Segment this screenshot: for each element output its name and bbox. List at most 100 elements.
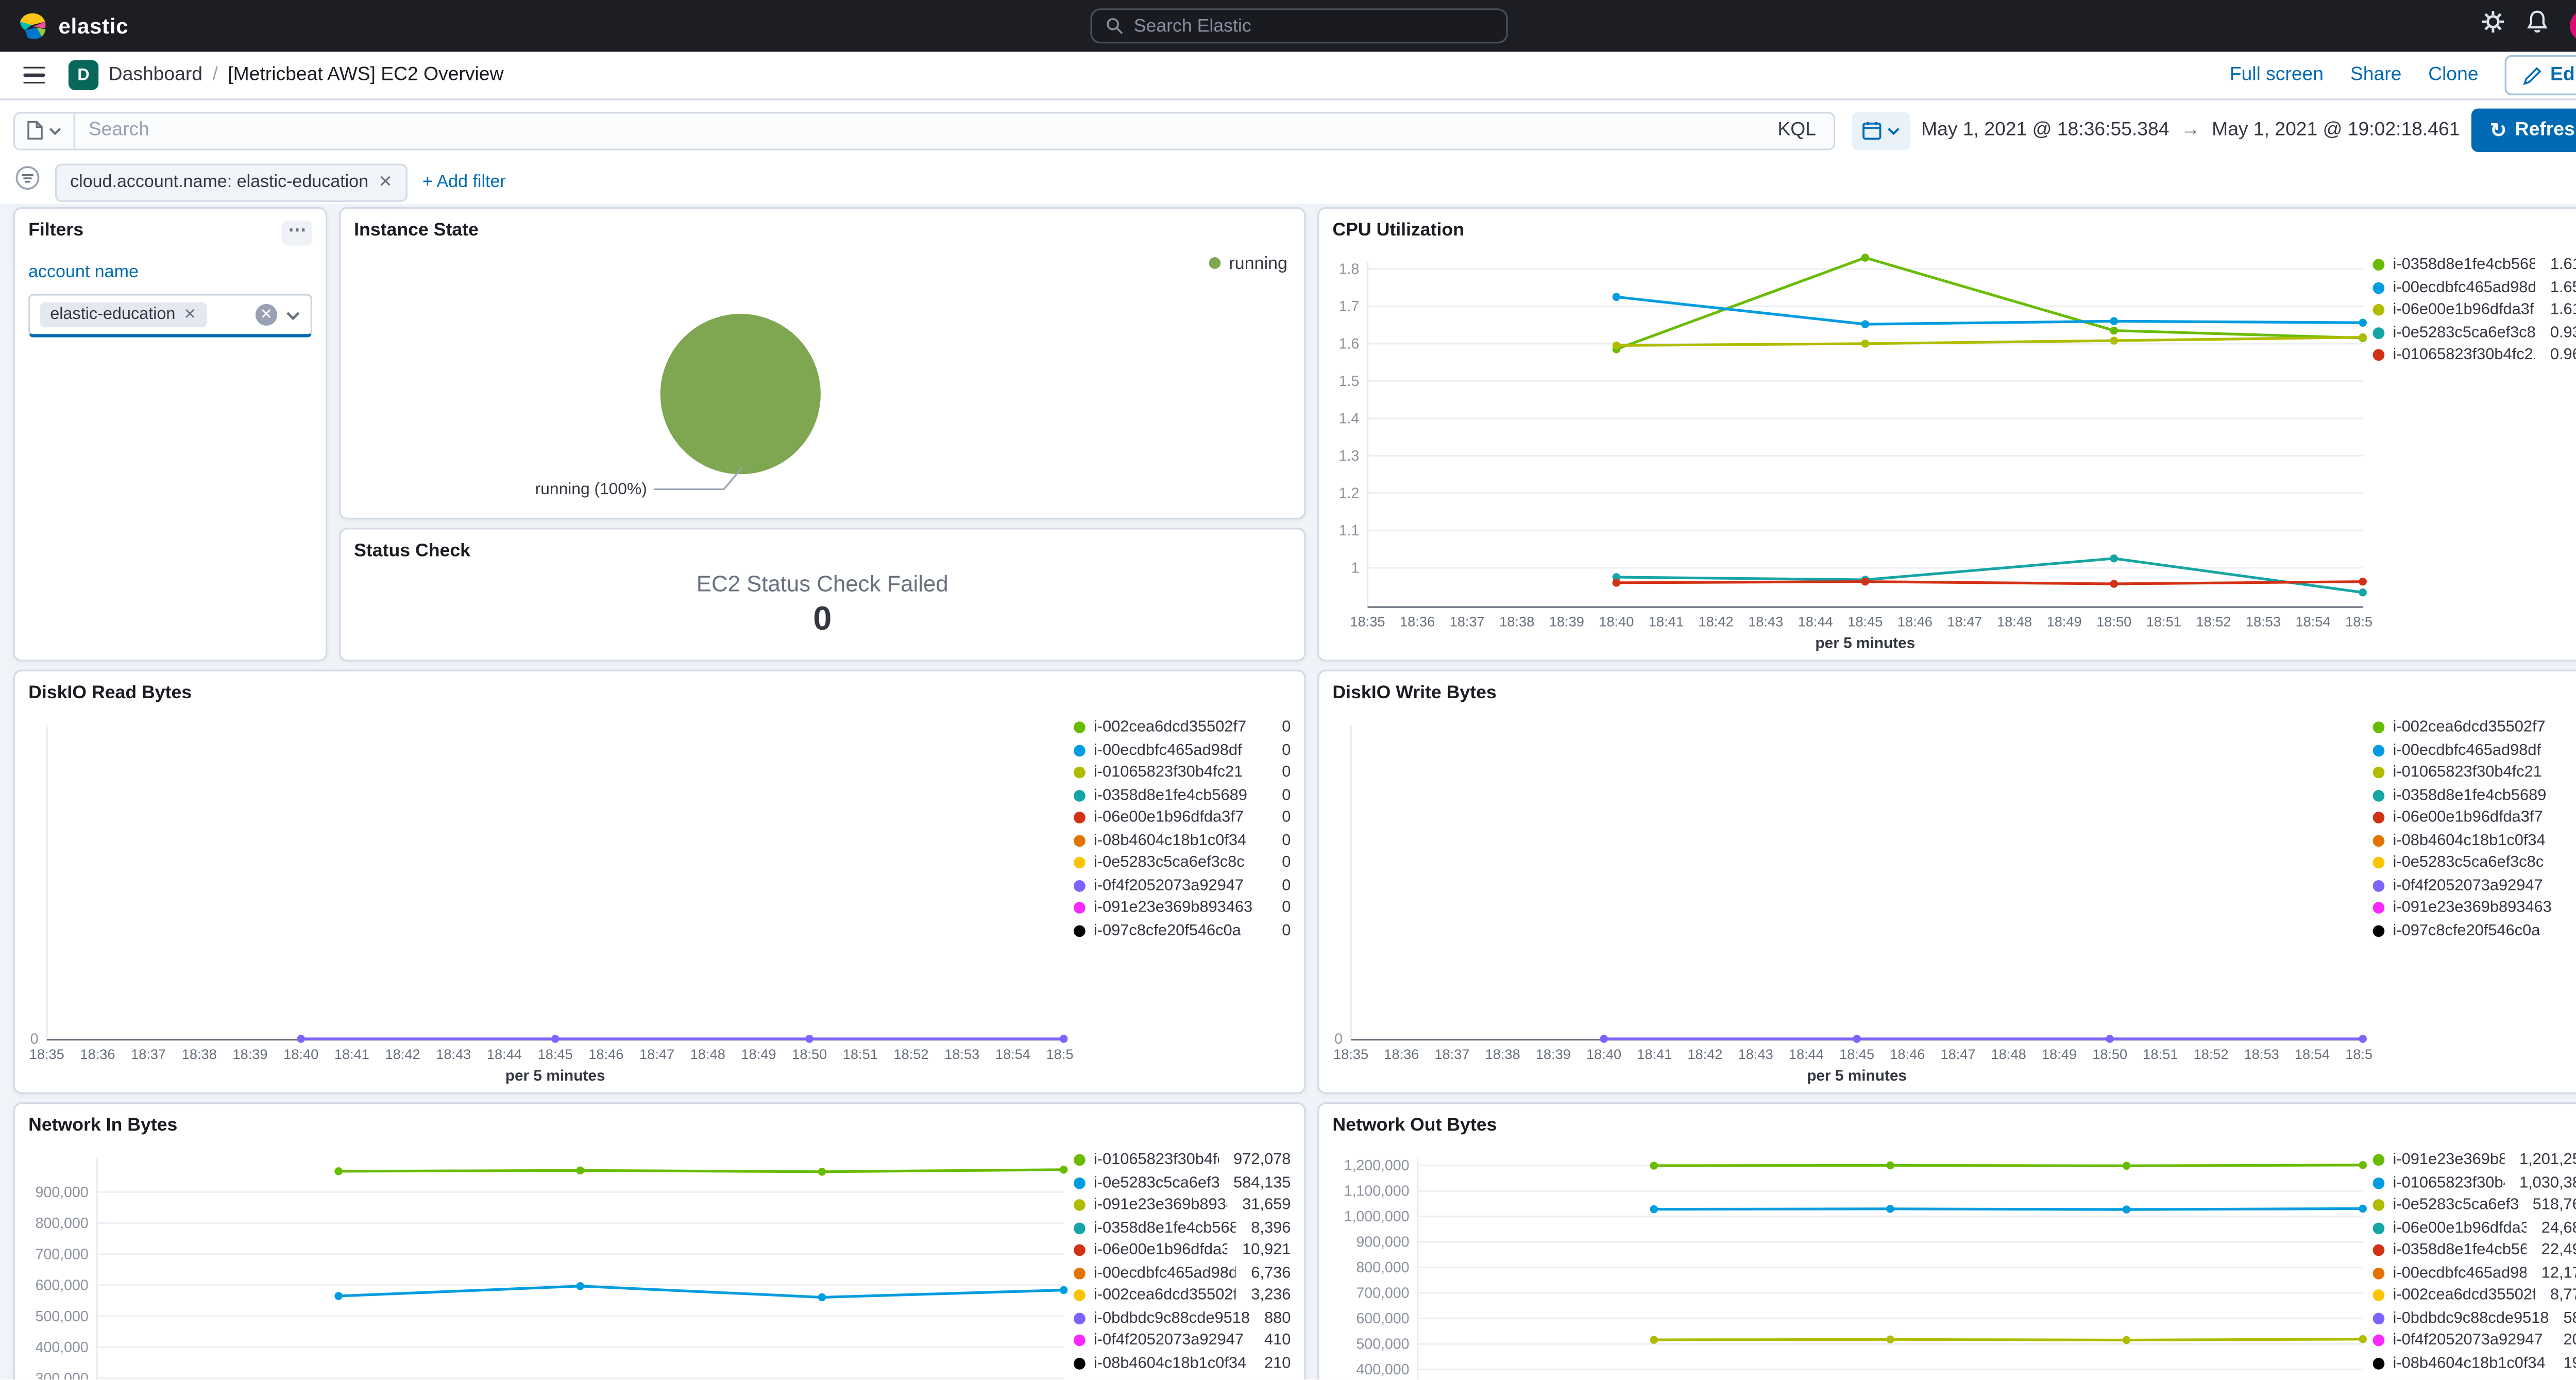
legend-item[interactable]: i-08b4604c18b1c0f34 210 <box>1074 1352 1291 1375</box>
svg-text:18:44: 18:44 <box>1798 613 1833 629</box>
filter-bar: cloud.account.name: elastic-education ✕ … <box>0 160 2576 204</box>
legend-item[interactable]: i-0e5283c5ca6ef3c8c 0.934 <box>2372 322 2576 344</box>
settings-icon[interactable] <box>2481 10 2504 42</box>
add-filter-button[interactable]: + Add filter <box>422 172 506 192</box>
legend-value: 3,236 <box>1251 1286 1291 1305</box>
remove-filter-icon[interactable]: ✕ <box>378 173 393 192</box>
network-out-chart[interactable]: 400,000 500,000 600,000 700,000 800,000 900,0… <box>1319 1144 2372 1380</box>
menu-button[interactable] <box>13 59 55 91</box>
svg-text:1.3: 1.3 <box>1339 448 1360 464</box>
legend-item[interactable]: i-0bdbdc9c88cde9518 588 <box>2372 1307 2576 1329</box>
query-language-button[interactable]: KQL <box>1777 120 1816 141</box>
svg-text:18:51: 18:51 <box>843 1046 878 1062</box>
legend-item[interactable]: i-06e00e1b96dfda3f7 24,685 <box>2372 1217 2576 1239</box>
legend-swatch-icon <box>1074 1222 1086 1234</box>
filter-options-icon[interactable] <box>15 165 40 199</box>
full-screen-link[interactable]: Full screen <box>2229 65 2324 86</box>
legend-item[interactable]: i-00ecdbfc465ad98df 12,176 <box>2372 1262 2576 1285</box>
filter-pill[interactable]: cloud.account.name: elastic-education ✕ <box>55 163 408 201</box>
selected-option-tag[interactable]: elastic-education ✕ <box>40 302 207 328</box>
breadcrumb-dashboard[interactable]: Dashboard <box>108 65 203 86</box>
legend-item[interactable]: i-0358d8e1fe4cb5689 1.615 <box>2372 254 2576 277</box>
elastic-logo[interactable]: elastic <box>0 10 128 42</box>
legend-item[interactable]: i-00ecdbfc465ad98df 6,736 <box>1074 1262 1291 1285</box>
legend-item[interactable]: i-0f4f2052073a92947 208 <box>2372 1329 2576 1352</box>
user-avatar[interactable]: m <box>2570 10 2576 42</box>
svg-text:18:55: 18:55 <box>2345 1046 2373 1062</box>
date-from[interactable]: May 1, 2021 @ 18:36:55.384 <box>1921 120 2170 141</box>
legend-item[interactable]: running <box>1209 252 1287 275</box>
clone-link[interactable]: Clone <box>2428 65 2479 86</box>
panel-options-button[interactable]: ⋯ <box>282 220 313 246</box>
legend-swatch-icon <box>1074 1199 1086 1211</box>
legend-item[interactable]: i-0e5283c5ca6ef3c8c 584,135 <box>1074 1172 1291 1194</box>
legend-item[interactable]: i-00ecdbfc465ad98df 1.656 <box>2372 276 2576 299</box>
legend-item[interactable]: i-0e5283c5ca6ef3c8c 518,769 <box>2372 1194 2576 1217</box>
date-to[interactable]: May 1, 2021 @ 19:02:18.461 <box>2212 120 2460 141</box>
legend-item[interactable]: i-0358d8e1fe4cb5689 22,498 <box>2372 1239 2576 1262</box>
legend-item[interactable]: i-002cea6dcd35502f7 3,236 <box>1074 1284 1291 1307</box>
cpu-utilization-chart[interactable]: 1 1.1 1.2 1.3 1.4 1.5 1.6 1.7 1.8 18:35 18:36 18:37… <box>1319 249 2380 660</box>
date-picker-button[interactable] <box>1851 111 1910 150</box>
legend-item[interactable]: i-06e00e1b96dfda3f7 10,921 <box>1074 1239 1291 1262</box>
share-link[interactable]: Share <box>2350 65 2402 86</box>
legend-item[interactable]: i-08b4604c18b1c0f34 196 <box>2372 1352 2576 1375</box>
svg-text:18:48: 18:48 <box>690 1046 725 1062</box>
legend-item[interactable]: i-01065823f30b4fc21 0.963 <box>2372 344 2576 367</box>
page-title: [Metricbeat AWS] EC2 Overview <box>228 65 504 86</box>
legend-swatch-icon <box>1074 834 1086 847</box>
legend-item[interactable]: i-002cea6dcd35502f7 8,779 <box>2372 1284 2576 1307</box>
remove-option-icon[interactable]: ✕ <box>183 306 197 323</box>
query-input[interactable]: Search KQL <box>13 111 1835 150</box>
legend-item[interactable]: i-06e00e1b96dfda3f7 1.617 <box>2372 299 2576 322</box>
legend-item[interactable]: i-091e23e369b893... 1,201,252 <box>2372 1149 2576 1172</box>
legend-item[interactable]: i-01065823f30b4fc... 1,030,384 <box>2372 1172 2576 1194</box>
diskio-write-chart[interactable]: 0 18:35 18:36 18:37 18:38 18:39 18:40 18:41 18:4… <box>1319 712 2380 1092</box>
legend-item[interactable]: i-0358d8e1fe4cb5689 8,396 <box>1074 1217 1291 1239</box>
legend-swatch-icon <box>2372 304 2385 316</box>
svg-text:per 5 minutes: per 5 minutes <box>505 1067 605 1084</box>
legend-item[interactable]: i-0bdbdc9c88cde9518 880 <box>1074 1307 1291 1329</box>
clear-selection-icon[interactable]: ✕ <box>255 304 278 326</box>
legend-label: i-06e00e1b96dfda3f7 <box>2393 809 2543 828</box>
global-search-input[interactable]: Search Elastic <box>1090 8 1508 44</box>
edit-button[interactable]: Edit <box>2505 55 2576 95</box>
diskio-read-chart[interactable]: 0 18:35 18:36 18:37 18:38 18:39 18:40 18:41 18:4… <box>15 712 1081 1092</box>
account-name-combobox[interactable]: elastic-education ✕ ✕ <box>28 294 313 338</box>
legend-item[interactable]: i-091e23e369b893463 31,659 <box>1074 1194 1291 1217</box>
svg-text:300,000: 300,000 <box>36 1370 89 1379</box>
saved-query-button[interactable] <box>15 112 75 148</box>
selected-option-label: elastic-education <box>50 306 176 324</box>
alerts-icon[interactable] <box>2527 10 2548 42</box>
refresh-button[interactable]: ↻ Refresh <box>2471 108 2576 152</box>
instance-state-pie-chart[interactable]: running (100%) <box>341 249 1304 518</box>
legend-item[interactable]: i-0f4f2052073a92947 410 <box>1074 1329 1291 1352</box>
deployment-badge[interactable]: D <box>68 60 99 91</box>
legend-item[interactable]: i-01065823f30b4fc21 972,078 <box>1074 1149 1291 1172</box>
legend-value: 972,078 <box>1233 1151 1291 1170</box>
legend-swatch-icon <box>2372 857 2385 869</box>
network-in-chart[interactable]: 300,000 400,000 500,000 600,000 700,000 800,0… <box>15 1144 1074 1380</box>
legend-value: 1.617 <box>2550 301 2576 319</box>
chevron-down-icon[interactable] <box>285 310 300 319</box>
